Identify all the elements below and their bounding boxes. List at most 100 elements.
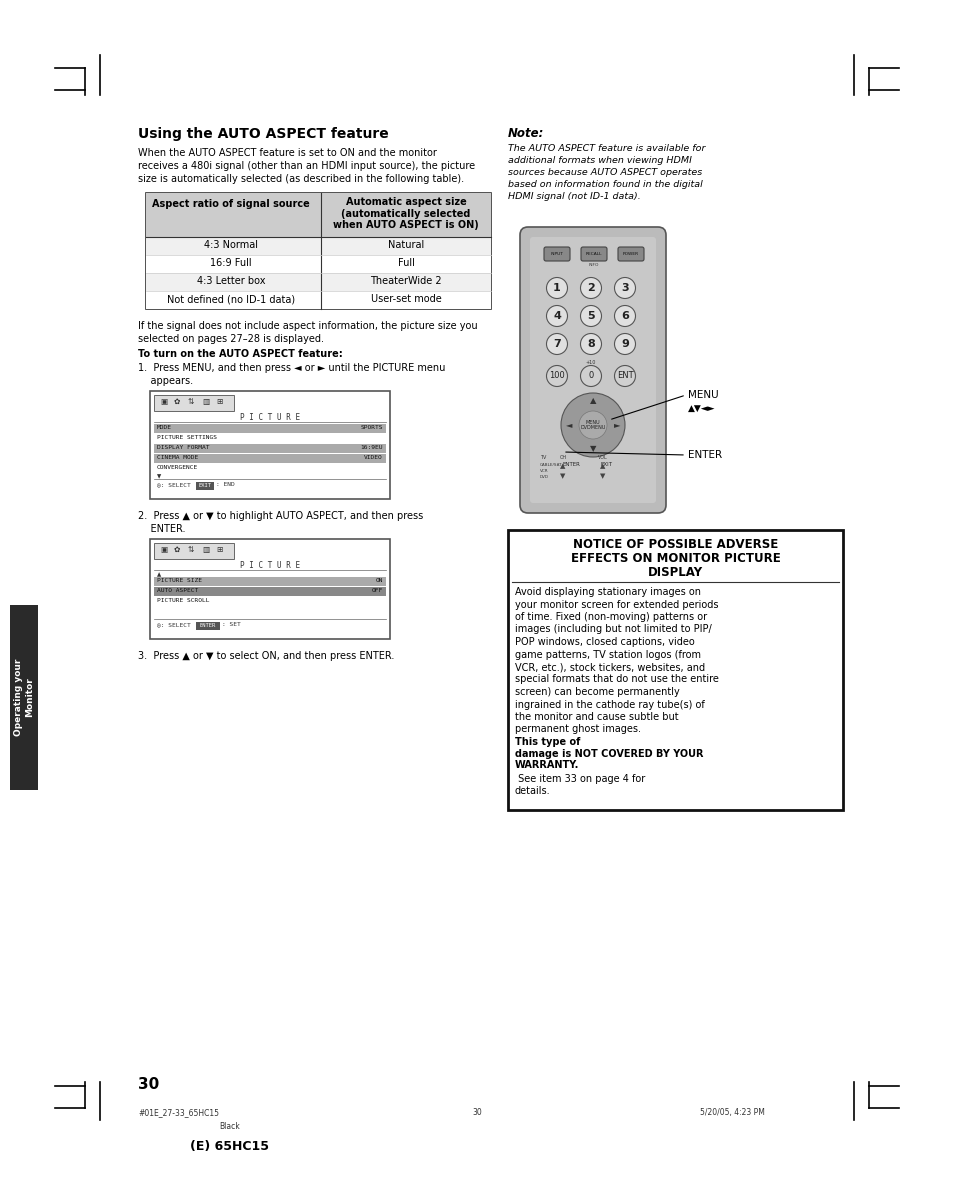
Text: ▥: ▥ <box>202 545 209 554</box>
Circle shape <box>614 333 635 355</box>
FancyBboxPatch shape <box>580 247 606 261</box>
Text: DISPLAY FORMAT: DISPLAY FORMAT <box>157 445 210 450</box>
Bar <box>146 273 491 291</box>
Text: 0: 0 <box>588 372 593 380</box>
FancyBboxPatch shape <box>519 227 665 513</box>
Text: See item 33 on page 4 for
details.: See item 33 on page 4 for details. <box>515 774 644 796</box>
Text: ✿: ✿ <box>173 397 180 406</box>
Text: VOL: VOL <box>598 455 607 460</box>
Text: PICTURE SCROLL: PICTURE SCROLL <box>157 598 210 603</box>
Text: MENU
DVDMENU: MENU DVDMENU <box>579 419 605 430</box>
Text: of time. Fixed (non-moving) patterns or: of time. Fixed (non-moving) patterns or <box>515 612 706 622</box>
Text: VIDEO: VIDEO <box>364 455 382 460</box>
Circle shape <box>546 306 567 326</box>
Text: 5: 5 <box>587 311 594 322</box>
Text: appears.: appears. <box>138 376 193 386</box>
Text: P I C T U R E: P I C T U R E <box>240 413 300 422</box>
Text: ▲: ▲ <box>589 397 596 405</box>
Text: Operating your
Monitor: Operating your Monitor <box>14 659 33 736</box>
Circle shape <box>546 333 567 355</box>
Text: ▲: ▲ <box>559 463 565 469</box>
Bar <box>153 454 386 463</box>
Text: 4:3 Normal: 4:3 Normal <box>204 241 257 250</box>
Text: ▣: ▣ <box>160 397 167 406</box>
Text: additional formats when viewing HDMI: additional formats when viewing HDMI <box>507 156 691 166</box>
Text: POP windows, closed captions, video: POP windows, closed captions, video <box>515 637 694 647</box>
Text: ◎: SELECT: ◎: SELECT <box>157 622 194 626</box>
Text: ENTER: ENTER <box>687 450 721 460</box>
Text: Note:: Note: <box>507 127 544 141</box>
Bar <box>146 237 491 255</box>
Text: POWER: POWER <box>622 252 639 256</box>
FancyBboxPatch shape <box>618 247 643 261</box>
Text: Natural: Natural <box>388 241 424 250</box>
Text: ▼: ▼ <box>157 474 161 479</box>
Bar <box>150 540 390 640</box>
Text: CINEMA MODE: CINEMA MODE <box>157 455 198 460</box>
Bar <box>153 424 386 434</box>
Text: EFFECTS ON MONITOR PICTURE: EFFECTS ON MONITOR PICTURE <box>570 551 780 565</box>
Text: +10: +10 <box>585 360 596 364</box>
Text: ►: ► <box>613 420 619 430</box>
Text: 7: 7 <box>553 339 560 349</box>
Text: ingrained in the cathode ray tube(s) of: ingrained in the cathode ray tube(s) of <box>515 699 704 710</box>
Text: 1: 1 <box>553 283 560 293</box>
Text: special formats that do not use the entire: special formats that do not use the enti… <box>515 674 719 685</box>
Text: 2: 2 <box>586 283 595 293</box>
Text: ▲: ▲ <box>599 463 605 469</box>
Text: 6: 6 <box>620 311 628 322</box>
Text: ⊞: ⊞ <box>215 545 222 554</box>
Text: ENTER: ENTER <box>562 462 580 468</box>
Text: ▲▼◄►: ▲▼◄► <box>687 404 715 412</box>
Text: 1.  Press MENU, and then press ◄ or ► until the PICTURE menu: 1. Press MENU, and then press ◄ or ► unt… <box>138 363 445 373</box>
Text: 30: 30 <box>138 1077 159 1092</box>
Text: Full: Full <box>397 258 414 268</box>
Text: Aspect ratio of signal source: Aspect ratio of signal source <box>152 199 310 208</box>
Text: Black: Black <box>219 1122 240 1131</box>
Text: receives a 480i signal (other than an HDMI input source), the picture: receives a 480i signal (other than an HD… <box>138 161 475 172</box>
Text: ⇅: ⇅ <box>188 545 194 554</box>
Text: ▼: ▼ <box>599 473 605 479</box>
Text: 3.  Press ▲ or ▼ to select ON, and then press ENTER.: 3. Press ▲ or ▼ to select ON, and then p… <box>138 651 394 661</box>
Bar <box>153 543 233 559</box>
Circle shape <box>614 278 635 299</box>
Text: ON: ON <box>375 578 382 584</box>
Bar <box>153 586 386 596</box>
Text: NOTICE OF POSSIBLE ADVERSE: NOTICE OF POSSIBLE ADVERSE <box>572 538 778 551</box>
Text: sources because AUTO ASPECT operates: sources because AUTO ASPECT operates <box>507 168 701 177</box>
Text: OFF: OFF <box>372 588 382 593</box>
Text: CONVERGENCE: CONVERGENCE <box>157 464 198 470</box>
Circle shape <box>579 306 601 326</box>
Text: ⇅: ⇅ <box>188 397 194 406</box>
Circle shape <box>546 278 567 299</box>
Text: RECALL: RECALL <box>585 252 601 256</box>
Text: permanent ghost images.: permanent ghost images. <box>515 724 643 735</box>
Text: 5/20/05, 4:23 PM: 5/20/05, 4:23 PM <box>700 1108 764 1117</box>
Text: size is automatically selected (as described in the following table).: size is automatically selected (as descr… <box>138 174 464 183</box>
Text: ENTER.: ENTER. <box>138 524 185 534</box>
Text: ▥: ▥ <box>202 397 209 406</box>
Bar <box>153 576 386 586</box>
Text: This type of
damage is NOT COVERED BY YOUR
WARRANTY.: This type of damage is NOT COVERED BY YO… <box>515 737 702 771</box>
Bar <box>146 255 491 273</box>
Text: EXIT: EXIT <box>600 462 613 468</box>
Bar <box>195 622 220 630</box>
Circle shape <box>579 333 601 355</box>
Text: Automatic aspect size
(automatically selected
when AUTO ASPECT is ON): Automatic aspect size (automatically sel… <box>333 197 478 230</box>
Text: 4: 4 <box>553 311 560 322</box>
Text: HDMI signal (not ID-1 data).: HDMI signal (not ID-1 data). <box>507 192 640 201</box>
FancyBboxPatch shape <box>543 247 569 261</box>
Text: SPORTS: SPORTS <box>360 425 382 430</box>
Text: ⊞: ⊞ <box>215 397 222 406</box>
Text: CH: CH <box>558 455 566 460</box>
Text: selected on pages 27–28 is displayed.: selected on pages 27–28 is displayed. <box>138 333 324 344</box>
Text: ▲: ▲ <box>157 572 161 576</box>
Circle shape <box>560 393 624 457</box>
Text: TV: TV <box>539 455 546 460</box>
Text: ▼: ▼ <box>559 473 565 479</box>
Text: ◎: SELECT: ◎: SELECT <box>157 482 194 487</box>
Text: Avoid displaying stationary images on: Avoid displaying stationary images on <box>515 587 700 597</box>
Circle shape <box>546 366 567 387</box>
Text: Not defined (no ID-1 data): Not defined (no ID-1 data) <box>167 294 294 304</box>
Bar <box>195 482 213 490</box>
